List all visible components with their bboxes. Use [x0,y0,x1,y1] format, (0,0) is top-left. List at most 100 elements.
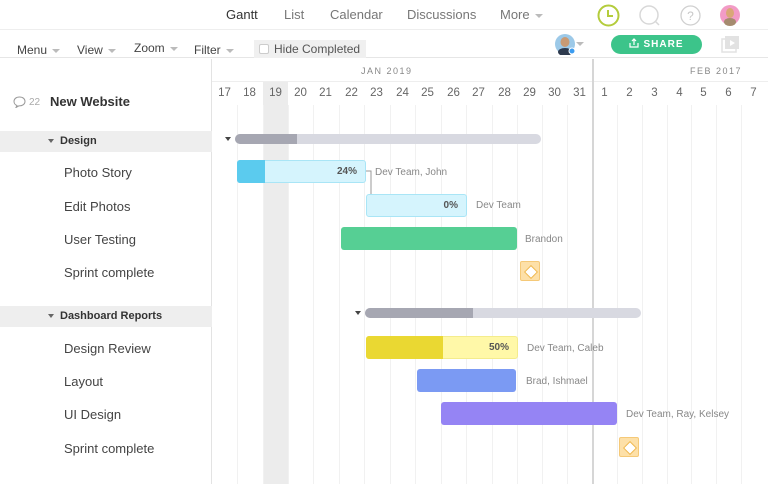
progress-fill [366,336,443,359]
collapse-triangle-icon[interactable] [355,311,361,315]
tab-more[interactable]: More [500,7,543,22]
group-design[interactable]: Design [0,131,212,152]
summary-progress [365,308,473,318]
project-title[interactable]: New Website [50,94,130,109]
zoom-dropdown[interactable]: Zoom [134,41,178,55]
tab-more-label: More [500,7,530,22]
owner-chevron-down-icon[interactable] [576,42,584,46]
share-label: SHARE [643,39,684,50]
progress-fill [237,160,265,183]
hide-completed-checkbox[interactable] [259,44,269,54]
tab-list[interactable]: List [284,7,305,22]
svg-text:?: ? [687,9,694,23]
day-label: 2 [626,87,633,99]
bar-design-review[interactable]: 50% [366,336,518,359]
gantt-chart: JAN 2019 FEB 2017 17 18 19 20 21 22 23 2… [212,59,768,484]
top-nav: Gantt List Calendar Discussions More ? [0,0,768,30]
filter-label: Filter [194,43,221,57]
progress-percent: 50% [488,342,509,353]
dependency-connector [366,170,372,195]
today-column [263,82,288,484]
chevron-down-icon [52,48,61,53]
task-ui-design[interactable]: UI Design [64,407,122,422]
group-dashboard-reports[interactable]: Dashboard Reports [0,306,212,327]
day-label: 1 [601,87,608,99]
assignee-label: Brad, Ishmael [526,376,588,387]
month-label-jan: JAN 2019 [361,66,413,76]
task-design-review[interactable]: Design Review [64,341,151,356]
toolbar: Menu View Zoom Filter [0,30,768,58]
tab-discussions[interactable]: Discussions [407,7,477,22]
menu-dropdown[interactable]: Menu [17,43,61,57]
collapse-triangle-icon[interactable] [48,139,54,143]
comment-icon[interactable] [13,96,26,108]
day-label: 6 [725,87,732,99]
progress-percent: 0% [443,200,458,211]
milestone-diamond-icon[interactable] [619,437,639,457]
day-label: 22 [345,87,358,99]
task-edit-photos[interactable]: Edit Photos [64,199,131,214]
search-icon[interactable] [638,4,661,27]
comment-count: 22 [29,97,41,108]
month-divider [592,59,594,484]
chevron-down-icon [169,46,178,51]
day-label: 25 [421,87,434,99]
group-label: Dashboard Reports [60,310,163,322]
summary-bar-design[interactable] [235,134,541,144]
day-label: 31 [573,87,586,99]
day-label: 28 [498,87,511,99]
task-sprint-complete-2[interactable]: Sprint complete [64,441,155,456]
owner-avatar[interactable] [554,33,576,55]
filter-dropdown[interactable]: Filter [194,43,234,57]
day-label: 7 [750,87,757,99]
day-label: 30 [548,87,561,99]
chevron-down-icon [107,48,116,53]
view-label: View [77,43,103,57]
progress-percent: 24% [336,166,357,177]
user-avatar[interactable] [719,4,741,26]
tab-calendar[interactable]: Calendar [330,7,383,22]
bar-edit-photos[interactable]: 0% [366,194,467,217]
bar-photo-story[interactable]: 24% [237,160,366,183]
zoom-label: Zoom [134,41,165,55]
task-photo-story[interactable]: Photo Story [64,165,132,180]
help-icon[interactable]: ? [679,4,702,27]
day-label: 18 [243,87,256,99]
collapse-triangle-icon[interactable] [225,137,231,141]
day-label: 4 [676,87,683,99]
day-label: 17 [218,87,231,99]
share-button[interactable]: SHARE [611,35,702,54]
hide-completed-label: Hide Completed [274,42,361,56]
day-label: 19 [269,87,282,99]
bar-ui-design[interactable] [441,402,617,425]
summary-progress [235,134,297,144]
header-divider [212,81,768,82]
day-label: 20 [294,87,307,99]
chevron-down-icon [225,48,234,53]
task-sprint-complete[interactable]: Sprint complete [64,265,155,280]
hide-completed-toggle[interactable]: Hide Completed [254,40,366,58]
day-label: 21 [319,87,332,99]
bar-layout[interactable] [417,369,516,392]
share-icon [629,38,640,48]
day-label: 5 [700,87,707,99]
tab-gantt[interactable]: Gantt [226,7,258,22]
collapse-triangle-icon[interactable] [48,314,54,318]
day-label: 23 [370,87,383,99]
assignee-label: Brandon [525,234,563,245]
clock-icon[interactable] [597,4,620,27]
group-label: Design [60,135,97,147]
milestone-diamond-icon[interactable] [520,261,540,281]
presentation-icon[interactable] [721,35,741,53]
bar-user-testing[interactable] [341,227,517,250]
assignee-label: Dev Team, Caleb [527,343,604,354]
chevron-down-icon [534,13,543,18]
task-user-testing[interactable]: User Testing [64,232,137,247]
view-dropdown[interactable]: View [77,43,116,57]
task-layout[interactable]: Layout [64,374,104,389]
month-label-feb: FEB 2017 [690,66,743,76]
summary-bar-dashboard[interactable] [365,308,641,318]
assignee-label: Dev Team, John [375,167,448,178]
day-label: 27 [472,87,485,99]
day-label: 3 [651,87,658,99]
